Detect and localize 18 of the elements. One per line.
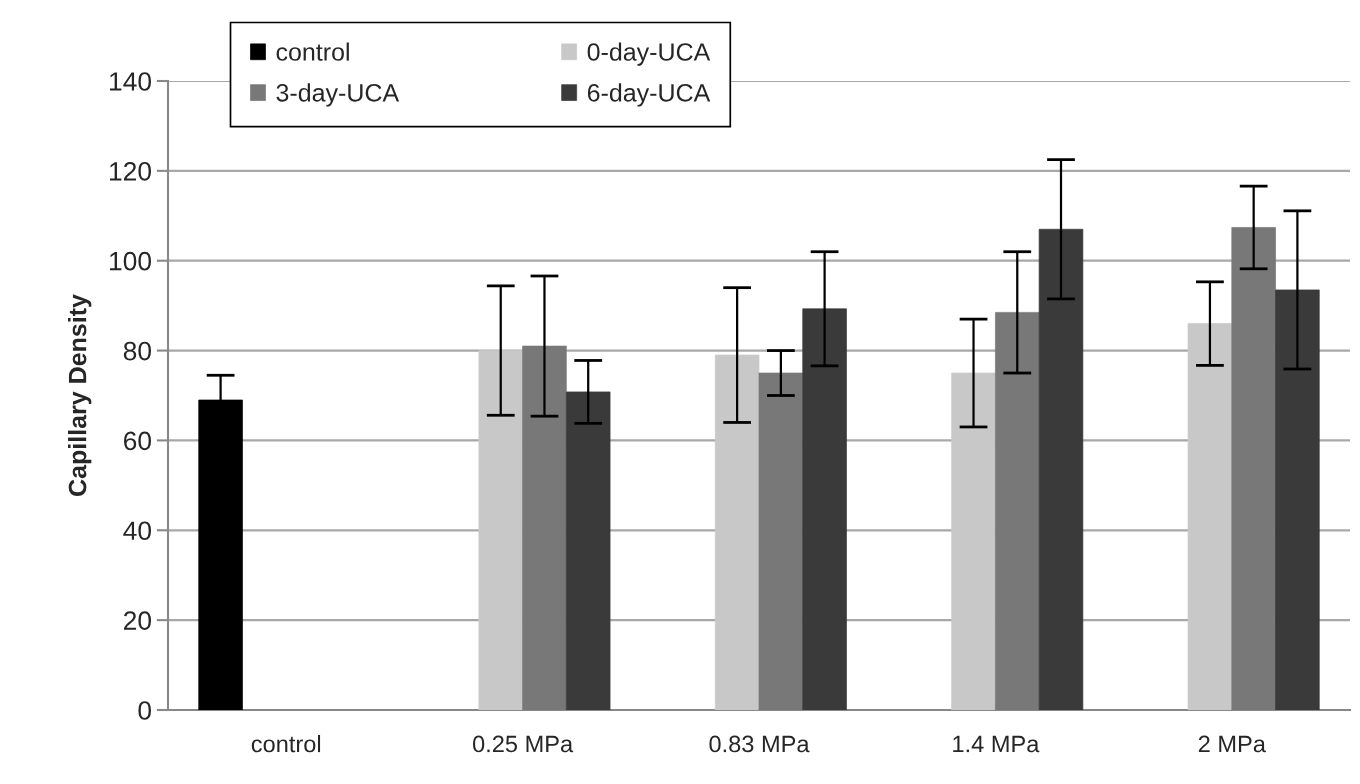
y-tick-label: 140 <box>110 72 151 91</box>
y-tick-label: 20 <box>124 611 151 630</box>
x-tick-label: 1.4 MPa <box>953 735 1040 753</box>
x-tick-label: control <box>251 735 321 753</box>
y-axis-title: Capillary Density <box>68 294 92 496</box>
x-tick-label: 0.25 MPa <box>472 735 574 753</box>
x-tick-label: 2 MPa <box>1198 735 1266 753</box>
legend-label: 6-day-UCA <box>587 83 711 107</box>
y-tick-label: 100 <box>110 251 151 271</box>
y-tick-label: 80 <box>123 341 151 361</box>
x-tick-label: 0.83 MPa <box>709 735 810 753</box>
y-tick-label: 120 <box>110 161 151 181</box>
y-tick-label: 60 <box>124 431 151 451</box>
legend-label: 0-day-UCA <box>587 42 711 66</box>
legend-label: 3-day-UCA <box>276 83 400 107</box>
legend-label: control <box>276 42 349 61</box>
y-tick-label: 0 <box>138 701 151 720</box>
y-tick-label: 40 <box>123 521 151 541</box>
